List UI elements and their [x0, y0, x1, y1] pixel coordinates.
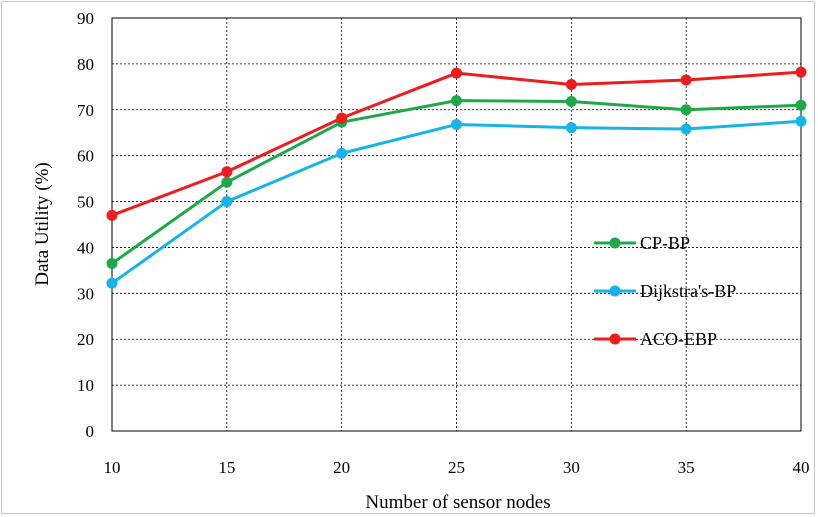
data-point-cp-bp — [106, 258, 118, 270]
y-axis-title: Data Utility (%) — [32, 162, 53, 285]
legend-swatch-marker-dijkstra-s-bp — [609, 285, 621, 297]
x-tick-label: 30 — [563, 458, 580, 477]
x-tick-label: 25 — [448, 458, 465, 477]
y-tick-label: 50 — [77, 193, 94, 212]
y-tick-label: 0 — [86, 422, 95, 441]
x-tick-label: 15 — [218, 458, 235, 477]
data-point-dijkstra-s-bp — [680, 123, 692, 135]
x-tick-label: 35 — [678, 458, 695, 477]
data-point-dijkstra-s-bp — [451, 118, 462, 130]
legend-swatch-marker-aco-ebp — [609, 333, 621, 345]
y-tick-label: 60 — [77, 147, 94, 166]
legend-label-dijkstra-s-bp: Dijkstra's-BP — [640, 281, 736, 301]
legend-swatch-marker-cp-bp — [609, 237, 621, 249]
legend: CP-BP Dijkstra's-BP ACO-EBP — [594, 233, 736, 349]
data-point-dijkstra-s-bp — [106, 277, 118, 289]
data-point-aco-ebp — [221, 166, 233, 178]
data-point-cp-bp — [565, 96, 577, 108]
data-point-aco-ebp — [106, 209, 118, 221]
legend-label-cp-bp: CP-BP — [640, 233, 690, 253]
series-layer — [106, 66, 807, 289]
x-tick-label: 10 — [104, 458, 121, 477]
data-point-cp-bp — [795, 99, 807, 111]
grid-layer — [111, 17, 802, 432]
data-point-dijkstra-s-bp — [795, 115, 807, 127]
data-point-cp-bp — [680, 104, 692, 116]
axes-layer: 0 10 20 30 40 50 60 70 80 90 10 15 20 25 30 35 40 — [77, 9, 810, 477]
data-point-aco-ebp — [336, 112, 348, 124]
data-point-dijkstra-s-bp — [336, 147, 348, 159]
data-point-cp-bp — [221, 176, 233, 188]
data-point-aco-ebp — [795, 66, 807, 78]
y-tick-label: 20 — [77, 330, 94, 349]
data-point-cp-bp — [451, 95, 462, 107]
data-point-aco-ebp — [565, 79, 577, 91]
legend-label-aco-ebp: ACO-EBP — [640, 329, 717, 349]
y-tick-label: 40 — [77, 238, 94, 257]
data-point-dijkstra-s-bp — [565, 122, 577, 134]
y-tick-label: 10 — [77, 376, 94, 395]
y-tick-label: 80 — [77, 55, 94, 74]
x-axis-title: Number of sensor nodes — [365, 492, 550, 513]
x-tick-label: 20 — [333, 458, 350, 477]
data-point-aco-ebp — [451, 67, 462, 79]
y-tick-label: 70 — [77, 101, 94, 120]
x-tick-label: 40 — [793, 458, 810, 477]
data-point-aco-ebp — [680, 74, 692, 86]
y-tick-label: 90 — [77, 9, 94, 28]
y-tick-label: 30 — [77, 284, 94, 303]
data-point-dijkstra-s-bp — [221, 196, 233, 208]
